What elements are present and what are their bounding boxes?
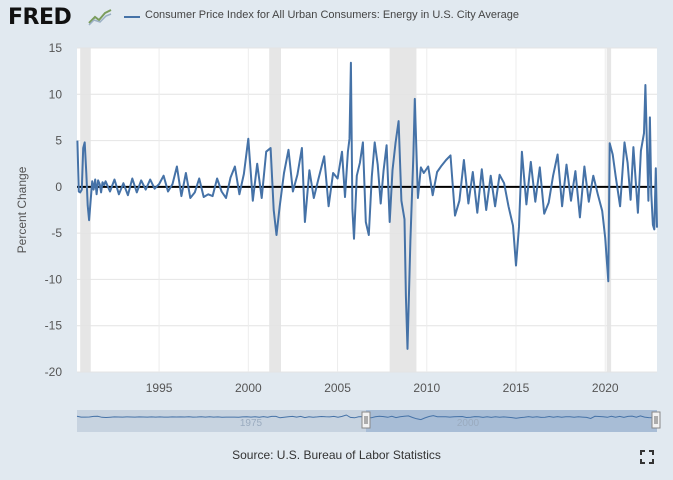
y-axis-ticks: 15 10 5 0 -5 -10 -15 -20 <box>45 41 63 379</box>
x-tick-label: 2020 <box>592 381 619 395</box>
chart-canvas[interactable]: 15 10 5 0 -5 -10 -15 -20 1995 2000 2005 2010 2015 20… <box>0 0 673 440</box>
y-tick-label: 5 <box>55 134 62 148</box>
fullscreen-icon[interactable] <box>640 450 654 464</box>
series-line[interactable] <box>76 61 658 350</box>
navigator-selected-range[interactable] <box>366 410 657 432</box>
chart-header: FRED Consumer Price Index for All Urban … <box>0 0 673 38</box>
y-tick-label: -15 <box>45 319 63 333</box>
fred-logo[interactable]: FRED <box>8 5 72 30</box>
x-tick-label: 2000 <box>235 381 262 395</box>
y-tick-label: 10 <box>49 87 63 101</box>
recession-band-0 <box>80 48 91 372</box>
x-tick-label: 1995 <box>146 381 173 395</box>
x-tick-label: 2010 <box>413 381 440 395</box>
source-note: Source: U.S. Bureau of Labor Statistics <box>232 448 441 462</box>
fred-logo-chart-icon <box>88 8 112 26</box>
y-tick-label: -10 <box>45 272 63 286</box>
grid-lines <box>77 47 657 373</box>
y-tick-label: -20 <box>45 365 63 379</box>
legend-series-swatch <box>124 16 140 18</box>
navigator-label-2000: 2000 <box>457 418 480 429</box>
x-axis-ticks: 1995 2000 2005 2010 2015 2020 <box>146 381 619 395</box>
plot-background <box>77 48 657 372</box>
navigator-left-handle[interactable] <box>361 411 371 429</box>
y-tick-label: 15 <box>49 41 63 55</box>
y-axis-label: Percent Change <box>15 166 29 253</box>
y-tick-label: 0 <box>55 180 62 194</box>
navigator-label-1975: 1975 <box>240 418 263 429</box>
y-tick-label: -5 <box>51 226 62 240</box>
x-tick-label: 2005 <box>324 381 351 395</box>
range-navigator[interactable]: 1975 2000 <box>76 410 661 432</box>
recession-band-1 <box>269 48 281 372</box>
navigator-right-handle[interactable] <box>651 411 661 429</box>
legend-series-label: Consumer Price Index for All Urban Consu… <box>145 9 519 21</box>
x-tick-label: 2015 <box>503 381 530 395</box>
